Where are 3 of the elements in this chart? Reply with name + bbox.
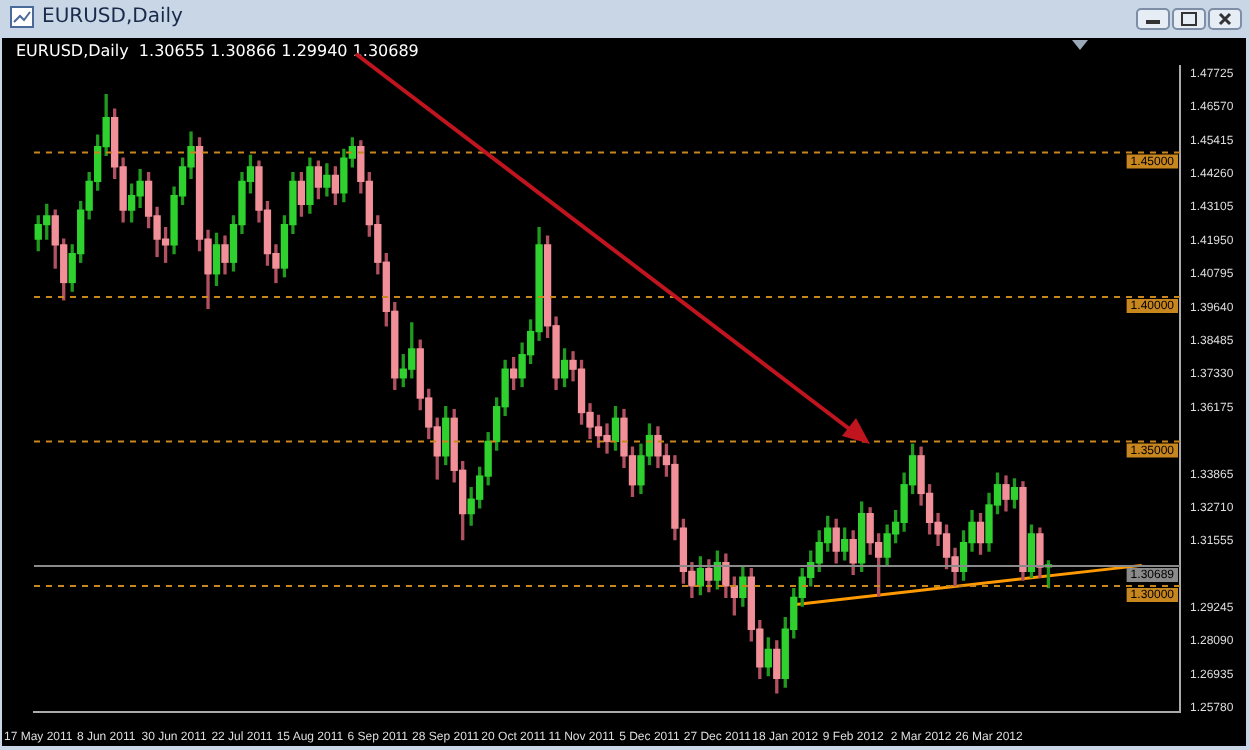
- candlestick: [603, 423, 611, 454]
- chart-title: EURUSD,Daily: [42, 6, 183, 28]
- chart-subtitle: EURUSD,Daily 1.30655 1.30866 1.29940 1.30689: [16, 42, 419, 60]
